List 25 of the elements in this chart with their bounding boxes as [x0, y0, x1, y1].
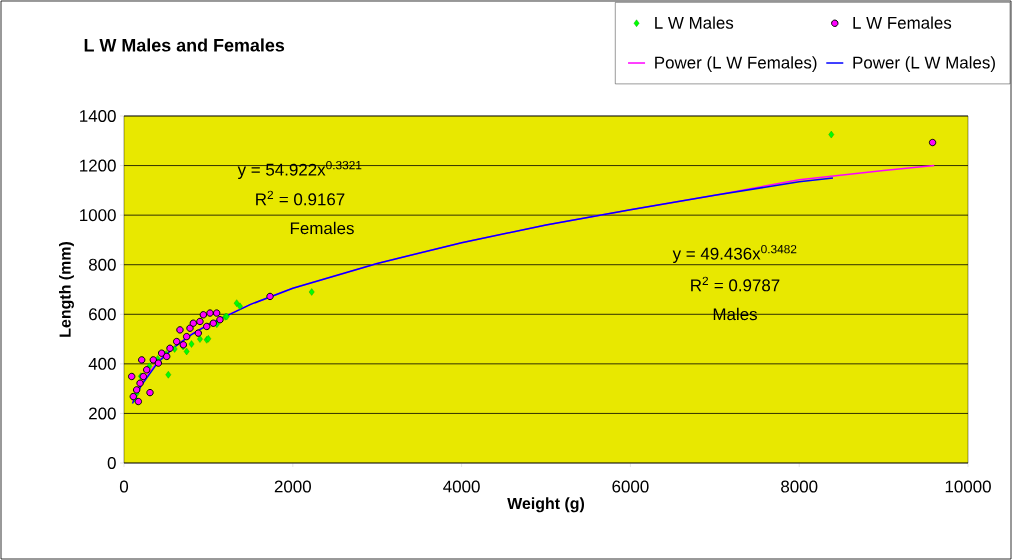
chart-title: L W Males and Females [84, 38, 285, 52]
legend-label: Power (L W Males) [853, 56, 995, 72]
y-tick-label: 0 [107, 457, 116, 469]
y-tick-label: 1400 [80, 110, 116, 122]
y-tick-label: 400 [88, 357, 116, 370]
x-axis-title: Weight (g) [507, 497, 585, 513]
x-tick-label: 0 [119, 480, 129, 493]
y-axis-title: Length (mm) [59, 242, 74, 337]
y-tick-label: 800 [88, 258, 116, 271]
annotation: R$^{2}$ = 0.9787 [691, 276, 780, 292]
y-tick-label: 200 [89, 407, 116, 420]
annotation: R$^{2}$ = 0.9167 [256, 190, 345, 206]
y-tick-label: 1000 [80, 209, 116, 222]
annotation: y = 49.436x$^{0.3482}$ [672, 244, 797, 264]
legend-label: L W Males [655, 16, 734, 29]
x-tick-label: 6000 [612, 480, 649, 493]
x-tick-label: 4000 [443, 480, 480, 493]
y-tick-label: 600 [89, 308, 116, 321]
x-tick-label: 8000 [781, 480, 818, 493]
x-tick-label: 2000 [274, 480, 311, 493]
legend-label: Power (L W Females) [655, 56, 817, 72]
x-tick-label: 10000 [945, 480, 991, 493]
y-tick-label: 1200 [80, 159, 116, 172]
legend-label: L W Females [853, 16, 952, 29]
annotation: Females [290, 221, 354, 235]
